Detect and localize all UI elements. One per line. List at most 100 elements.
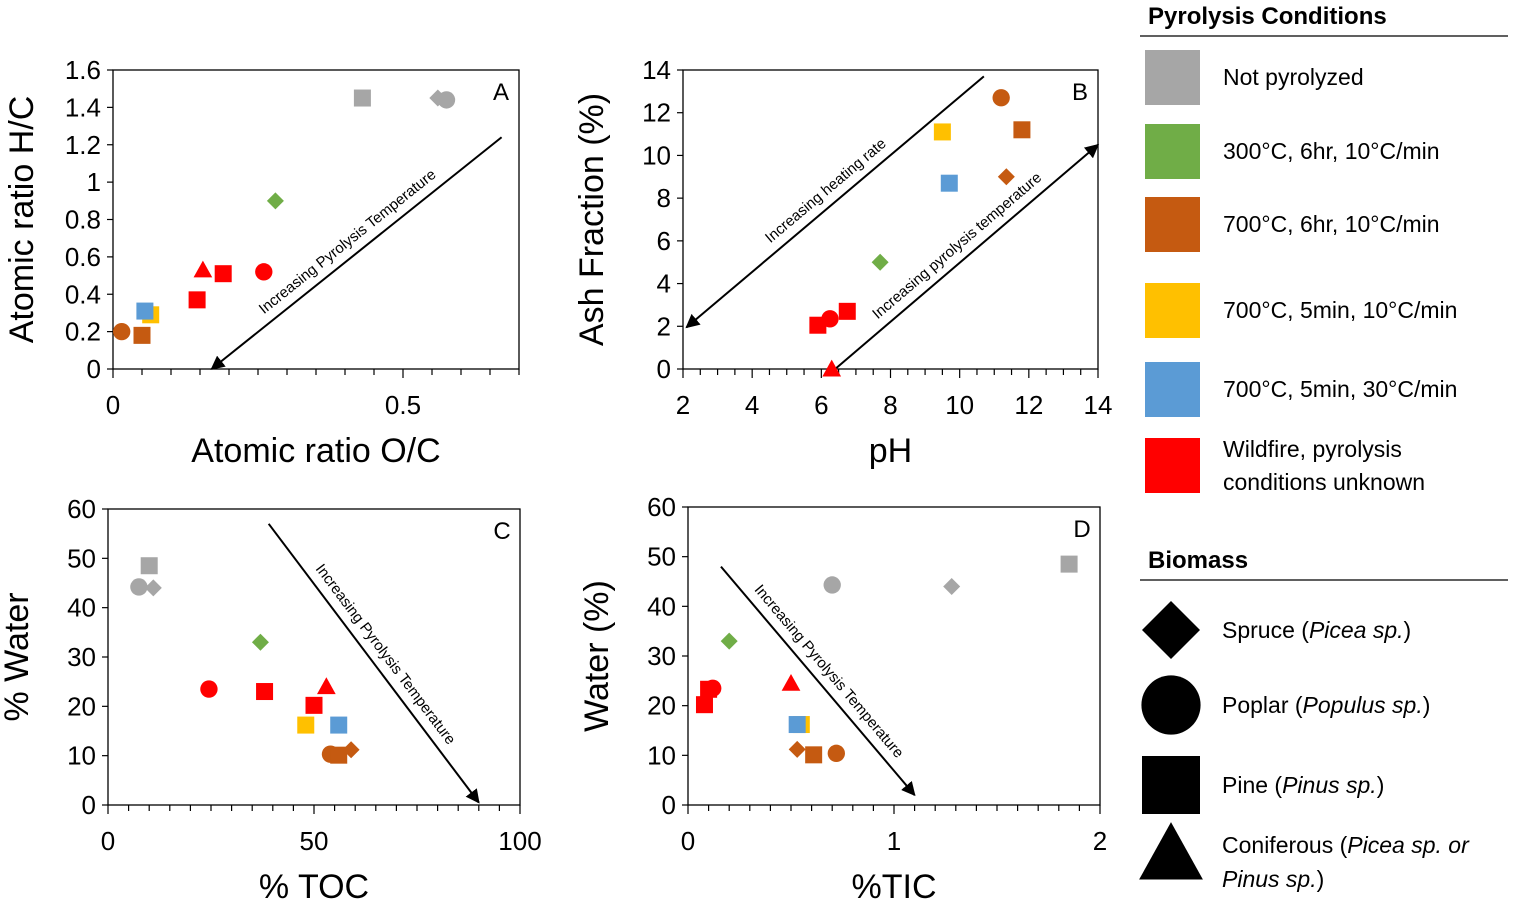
legend-biomass-label: Pinus sp.) <box>1222 866 1324 892</box>
x-tick-label: 0 <box>681 826 695 856</box>
data-point <box>992 89 1010 107</box>
data-point <box>342 741 360 759</box>
panel-letter: C <box>493 518 510 545</box>
data-points <box>809 89 1031 377</box>
data-points <box>130 557 360 764</box>
x-tick-label: 8 <box>883 390 897 420</box>
legend-biomass-marker <box>1142 756 1200 814</box>
data-point <box>214 265 232 283</box>
annotation-label: Increasing Pyrolysis Temperature <box>751 581 907 761</box>
y-axis-title: Ash Fraction (%) <box>573 93 611 346</box>
y-tick-label: 1 <box>87 167 101 197</box>
data-point <box>997 168 1015 186</box>
x-axis: 0 1 2 <box>681 805 1107 856</box>
data-point <box>113 322 131 341</box>
y-tick-label: 4 <box>657 269 671 299</box>
x-tick-label: 50 <box>300 826 329 856</box>
y-tick-label: 0 <box>662 790 676 820</box>
legend-swatch <box>1145 124 1200 179</box>
panel-letter: D <box>1073 516 1090 543</box>
y-tick-label: 60 <box>67 494 96 524</box>
plot-frame <box>112 69 520 370</box>
legend: Pyrolysis Conditions Not pyrolyzed 300°C, … <box>1139 3 1508 892</box>
y-tick-label: 0.2 <box>65 317 101 347</box>
data-point <box>317 677 336 695</box>
data-point <box>871 253 889 271</box>
y-tick-label: 50 <box>67 543 96 573</box>
data-point <box>943 577 961 595</box>
plot-frame <box>682 69 1099 370</box>
data-points <box>113 89 456 344</box>
y-tick-label: 1.4 <box>65 92 101 122</box>
legend-biomass-label: Spruce (Picea sp.) <box>1222 617 1411 643</box>
y-tick-label: 40 <box>647 591 676 621</box>
legend-condition-label: 700°C, 5min, 30°C/min <box>1223 376 1457 402</box>
data-point <box>266 192 284 210</box>
legend-biomass-marker <box>1139 822 1203 880</box>
legend-biomass-title: Biomass <box>1148 547 1248 574</box>
data-point <box>330 746 348 764</box>
data-point <box>200 680 218 698</box>
y-tick-label: 0.8 <box>65 205 101 235</box>
x-tick-label: 4 <box>745 390 759 420</box>
annotation-arrow <box>267 523 480 804</box>
data-point <box>130 578 148 596</box>
legend-swatch <box>1145 197 1200 252</box>
y-tick-label: 1.6 <box>65 55 101 85</box>
y-tick-label: 50 <box>647 542 676 572</box>
legend-biomass-marker <box>1142 601 1200 659</box>
y-tick-label: 30 <box>67 642 96 672</box>
data-point <box>305 696 323 714</box>
plot-frame <box>107 508 521 806</box>
data-point <box>1013 121 1031 139</box>
data-point <box>144 579 162 597</box>
x-tick-label: 1 <box>887 826 901 856</box>
y-tick-label: 40 <box>67 593 96 623</box>
y-tick-label: 10 <box>642 140 671 170</box>
legend-condition-label: 700°C, 6hr, 10°C/min <box>1223 211 1440 237</box>
y-tick-label: 0.6 <box>65 242 101 272</box>
x-axis-title: pH <box>869 432 912 470</box>
data-point <box>933 123 951 141</box>
legend-condition-label: 300°C, 6hr, 10°C/min <box>1223 138 1440 164</box>
data-point <box>255 263 273 281</box>
x-axis: 0 50 100 <box>101 805 542 856</box>
data-point <box>822 359 842 377</box>
x-axis: 2 4 6 8 10 12 14 <box>676 369 1112 420</box>
legend-biomass-label: Pine (Pinus sp.) <box>1222 772 1384 798</box>
x-tick-label: 0.5 <box>385 390 421 420</box>
data-point <box>720 632 738 650</box>
y-tick-label: 60 <box>647 492 676 522</box>
panel-letter: A <box>493 79 509 106</box>
y-tick-label: 14 <box>642 55 671 85</box>
legend-swatch <box>1145 438 1200 493</box>
y-tick-label: 0 <box>82 790 96 820</box>
data-point <box>353 89 371 107</box>
data-point <box>437 91 456 109</box>
legend-condition-label: conditions unknown <box>1223 469 1425 495</box>
y-axis-title: Atomic ratio H/C <box>3 96 41 344</box>
y-tick-label: 20 <box>67 691 96 721</box>
y-tick-label: 10 <box>647 740 676 770</box>
data-point <box>193 260 213 278</box>
annotation-label: Increasing pyrolysis temperature <box>869 169 1045 323</box>
x-axis: 0 0.5 <box>106 369 520 420</box>
data-point <box>136 302 154 320</box>
data-point <box>809 316 827 334</box>
data-point <box>704 679 722 697</box>
x-tick-label: 12 <box>1014 390 1043 420</box>
y-tick-label: 8 <box>657 183 671 213</box>
x-tick-label: 2 <box>676 390 690 420</box>
legend-condition-label: Not pyrolyzed <box>1223 64 1364 90</box>
annotation-label: Increasing Pyrolysis Temperature <box>256 166 440 318</box>
x-axis-title: %TIC <box>852 868 937 904</box>
x-tick-label: 6 <box>814 390 828 420</box>
legend-swatch <box>1145 50 1200 105</box>
y-axis-title: % Water <box>0 592 36 721</box>
x-tick-label: 0 <box>106 390 120 420</box>
legend-swatch <box>1145 283 1200 338</box>
